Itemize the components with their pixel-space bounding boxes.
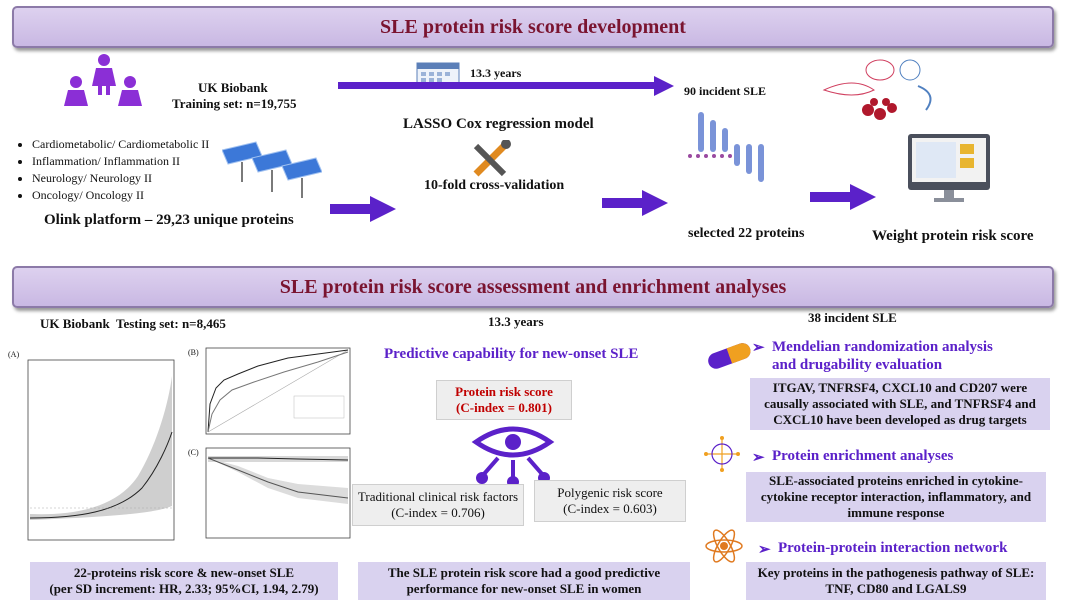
calendar-icon bbox=[416, 62, 460, 86]
training-set-label: Training set: n=19,755 bbox=[172, 96, 297, 111]
arrow-right bbox=[602, 190, 668, 216]
ppi-heading: Protein-protein interaction network bbox=[778, 540, 1008, 556]
protein-score-box: Protein risk score (C-index = 0.801) bbox=[436, 380, 572, 420]
atom-icon bbox=[705, 529, 743, 563]
summary-line: 22-proteins risk score & new-onset SLE bbox=[73, 565, 295, 580]
summary-line: The SLE protein risk score had a good pr… bbox=[387, 565, 661, 580]
testing-set-label: UK Biobank Testing set: n=8,465 bbox=[40, 316, 226, 331]
polygenic-label: Polygenic risk score bbox=[557, 485, 663, 500]
biobank-label: UK Biobank bbox=[198, 80, 268, 95]
enrich-line: cytokine receptor interaction, inflammat… bbox=[760, 489, 1032, 504]
tools-icon bbox=[473, 140, 511, 177]
mr-line: CXCL10 have been developed as drug targe… bbox=[773, 412, 1027, 427]
incident-38: 38 incident SLE bbox=[808, 310, 897, 325]
enrichment-heading: Protein enrichment analyses bbox=[772, 448, 954, 464]
bullet-arrow: ➢ bbox=[752, 450, 765, 466]
panel-label-b: (B) bbox=[188, 348, 199, 357]
polygenic-cindex: (C-index = 0.603) bbox=[563, 501, 657, 516]
spline-plot bbox=[27, 359, 175, 541]
ppi-line: TNF, CD80 and LGALS9 bbox=[825, 581, 967, 596]
platform-item: Neurology/ Neurology II bbox=[32, 170, 209, 187]
bullet-arrow: ➢ bbox=[758, 542, 771, 558]
enrichment-result-box: SLE-associated proteins enriched in cyto… bbox=[746, 472, 1046, 522]
development-banner: SLE protein risk score development bbox=[12, 6, 1054, 48]
olink-platform: Olink platform – 29,23 unique proteins bbox=[44, 212, 294, 228]
mr-heading: Mendelian randomization analysis and drug… bbox=[772, 338, 993, 374]
survival-plot bbox=[205, 447, 351, 539]
platform-list: Cardiometabolic/ Cardiometabolic II Infl… bbox=[12, 136, 209, 204]
traditional-label: Traditional clinical risk factors bbox=[357, 489, 519, 504]
mr-heading-line: and drugability evaluation bbox=[772, 357, 943, 373]
protein-score-cindex: (C-index = 0.801) bbox=[456, 400, 552, 415]
mr-line: ITGAV, TNFRSF4, CXCL10 and CD207 were bbox=[772, 380, 1028, 395]
bullet-arrow: ➢ bbox=[752, 340, 765, 356]
followup-years-2: 13.3 years bbox=[488, 314, 544, 329]
cv-label: 10-fold cross-validation bbox=[424, 178, 565, 193]
incident-90: 90 incident SLE bbox=[684, 84, 767, 98]
arrow-right bbox=[330, 196, 396, 222]
ppi-result-box: Key proteins in the pathogenesis pathway… bbox=[746, 562, 1046, 600]
left-summary-box: 22-proteins risk score & new-onset SLE (p… bbox=[30, 562, 338, 600]
assessment-banner: SLE protein risk score assessment and en… bbox=[12, 266, 1054, 308]
eye-network-icon bbox=[471, 426, 555, 488]
protein-selection-icon bbox=[688, 112, 764, 182]
lasso-label: LASSO Cox regression model bbox=[403, 116, 594, 132]
platform-item: Cardiometabolic/ Cardiometabolic II bbox=[32, 136, 209, 153]
people-icon bbox=[64, 54, 142, 106]
summary-line: performance for new-onset SLE in women bbox=[406, 581, 642, 596]
followup-years: 13.3 years bbox=[470, 66, 522, 80]
organs-icon bbox=[822, 59, 932, 120]
ppi-line: Key proteins in the pathogenesis pathway… bbox=[757, 565, 1035, 580]
protein-score-label: Protein risk score bbox=[455, 384, 553, 399]
weight-score: Weight protein risk score bbox=[872, 228, 1034, 244]
panel-label-c: (C) bbox=[188, 448, 199, 457]
traditional-cindex: (C-index = 0.706) bbox=[391, 505, 485, 520]
monitor-icon bbox=[908, 134, 990, 202]
mr-heading-line: Mendelian randomization analysis bbox=[772, 339, 993, 355]
middle-summary-box: The SLE protein risk score had a good pr… bbox=[358, 562, 690, 600]
enrich-line: SLE-associated proteins enriched in cyto… bbox=[768, 473, 1023, 488]
polygenic-risk-box: Polygenic risk score (C-index = 0.603) bbox=[534, 480, 686, 522]
summary-line: (per SD increment: HR, 2.33; 95%CI, 1.94… bbox=[49, 581, 319, 596]
mr-result-box: ITGAV, TNFRSF4, CXCL10 and CD207 were cau… bbox=[750, 378, 1050, 430]
roc-plot bbox=[205, 347, 351, 435]
molecule-icon bbox=[704, 436, 740, 472]
platform-item: Oncology/ Oncology II bbox=[32, 187, 209, 204]
mr-line: causally associated with SLE, and TNFRSF… bbox=[764, 396, 1036, 411]
followup-arrow bbox=[338, 76, 674, 96]
panel-label-a: (A) bbox=[8, 350, 20, 359]
selected-proteins: selected 22 proteins bbox=[688, 226, 805, 241]
arrow-right bbox=[810, 184, 876, 210]
enrich-line: immune response bbox=[847, 505, 945, 520]
solar-panels-icon bbox=[222, 141, 322, 198]
capsule-icon bbox=[708, 343, 751, 369]
traditional-risk-box: Traditional clinical risk factors (C-inde… bbox=[352, 484, 524, 526]
platform-item: Inflammation/ Inflammation II bbox=[32, 153, 209, 170]
predictive-title: Predictive capability for new-onset SLE bbox=[384, 346, 639, 362]
